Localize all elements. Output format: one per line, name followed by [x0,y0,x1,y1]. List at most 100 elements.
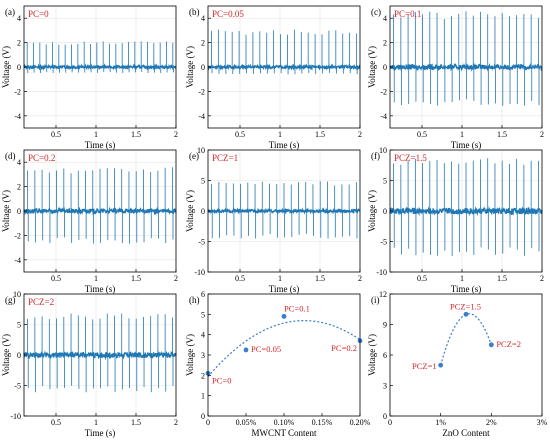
y-tick-label: -4 [14,112,21,121]
y-axis-label: Voltage (V) [367,190,377,232]
y-tick-label: 5 [201,177,205,186]
y-tick-label: 0 [17,207,21,216]
x-tick-label: 0 [206,418,210,427]
x-tick-label: 1 [94,130,98,139]
panel-label: PC=0.05 [212,9,244,19]
y-tick-label: -2 [380,87,387,96]
panel-tag: (b) [189,7,200,17]
x-axis-label: MWCNT Content [251,428,317,438]
y-axis-label: Voltage (V) [367,334,377,376]
y-axis-label: Voltage (V) [1,46,11,88]
x-tick-label: 0.5 [417,130,427,139]
x-tick-label: 1 [94,418,98,427]
panel-h: PC=0 PC=0.05 PC=0.1 PC=0.2 0 0.05% 0.10% 0.15% 0… [185,290,371,438]
panel-tag: (d) [5,151,16,161]
y-tick-label: 2 [201,39,205,48]
y-tick-label: 2 [17,39,21,48]
y-tick-label: 12 [379,290,387,299]
panel-tag: (i) [371,295,380,305]
y-tick-label: 5 [201,310,205,319]
x-tick-label: 2 [174,274,178,283]
signal-baseline [23,350,177,361]
x-tick-label: 2 [174,418,178,427]
x-tick-label: 2% [486,418,497,427]
y-tick-label: 0 [201,207,205,216]
y-tick-label: -5 [198,238,205,247]
x-tick-label: 2 [540,274,544,283]
y-axis-label: Voltage (V) [1,334,11,376]
panel-b: 0.5 1 1.5 2 -4 -2 0 2 4 Time (s) Voltage (V) (b) PC=… [185,5,362,150]
fit-curve [207,319,361,378]
panel-tag: (c) [371,7,381,17]
y-tick-label: 10 [197,146,205,155]
fit-curve [440,313,492,366]
y-tick-label: 5 [383,177,387,186]
x-tick-label: 0.5 [235,274,245,283]
y-tick-label: -4 [380,112,387,121]
x-tick-label: 0.5 [235,130,245,139]
x-tick-label: 0.5 [51,418,61,427]
point-label: PC=0.2 [331,343,357,353]
x-tick-label: 2 [174,130,178,139]
y-tick-label: 10 [13,290,21,299]
y-axis-label: Voltage (V) [185,46,195,88]
y-tick-label: 3 [383,382,387,391]
x-axis-label: Time (s) [451,140,481,150]
data-point [243,347,249,353]
x-axis-label: ZnO Content [442,428,490,438]
x-tick-label: 0 [388,418,392,427]
y-tick-label: -10 [376,268,387,277]
y-tick-label: 0 [17,351,21,360]
y-tick-label: 4 [17,14,21,23]
panel-e: 0.5 1 1.5 2 -10 -5 0 5 10 Time (s) Voltage (V) (e) P… [185,146,362,294]
x-tick-label: 1.5 [497,130,507,139]
x-tick-label: 1% [435,418,446,427]
x-tick-label: 1.5 [315,130,325,139]
x-tick-label: 1 [460,274,464,283]
point-label: PC=0.1 [284,303,310,313]
point-label: PC=0.05 [251,344,281,354]
y-tick-label: 4 [383,14,387,23]
x-tick-label: 1 [278,274,282,283]
panel-tag: (f) [371,151,380,161]
x-tick-label: 0.20% [350,418,371,427]
x-tick-label: 0.15% [312,418,333,427]
panel-label: PC=0.1 [394,9,421,19]
y-tick-label: 6 [201,290,205,299]
y-tick-label: 0 [201,412,205,421]
x-tick-label: 1.5 [315,274,325,283]
x-axis-label: Time (s) [85,140,115,150]
x-tick-label: 1.5 [131,130,141,139]
x-axis-label: Time (s) [269,284,299,294]
y-tick-label: 0 [17,63,21,72]
x-tick-label: 2 [358,274,362,283]
data-point [463,311,469,317]
panel-d: 0.5 1 1.5 2 -4 -2 0 2 4 Time (s) Voltage (V) (d) PC=… [1,149,178,294]
panel-tag: (e) [189,151,199,161]
y-tick-label: -5 [380,238,387,247]
y-tick-label: 9 [383,321,387,330]
x-tick-label: 0.5 [51,274,61,283]
y-tick-label: 3 [201,351,205,360]
panel-label: PCZ=1 [212,153,238,163]
panel-label: PCZ=2 [28,297,54,307]
x-tick-label: 0.10% [274,418,295,427]
y-tick-label: 0 [383,63,387,72]
panel-f: 0.5 1 1.5 2 -10 -5 0 5 10 Time (s) Voltage (V) (f) P… [367,146,544,294]
y-tick-label: 6 [383,351,387,360]
x-tick-label: 0.5 [417,274,427,283]
x-tick-label: 1 [278,130,282,139]
y-axis-label: Voltage (V) [185,190,195,232]
y-tick-label: 0 [383,412,387,421]
panel-c: 0.5 1 1.5 2 -4 -2 0 2 4 Time (s) Voltage (V) (c) PC=… [367,5,544,150]
x-tick-label: 2 [358,130,362,139]
x-tick-label: 1 [460,130,464,139]
y-tick-label: -2 [14,87,21,96]
panel-tag: (a) [5,7,15,17]
y-tick-label: -10 [194,268,205,277]
x-tick-label: 0.5 [51,130,61,139]
point-label: PC=0 [212,375,231,385]
y-tick-label: -2 [14,231,21,240]
x-axis-label: Time (s) [85,428,115,438]
